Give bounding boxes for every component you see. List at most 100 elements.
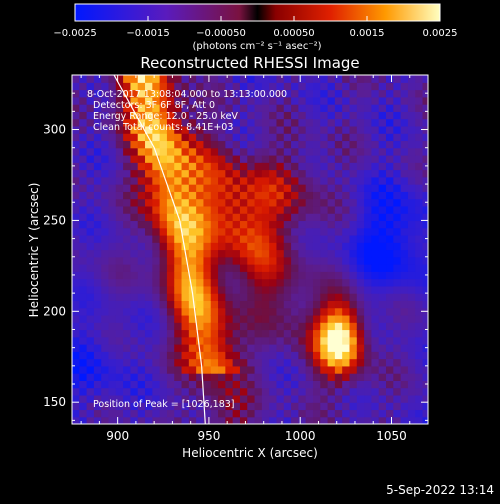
heatmap-cell	[393, 75, 402, 83]
heatmap-cell	[130, 329, 139, 338]
heatmap-cell	[181, 205, 190, 214]
heatmap-cell	[342, 242, 351, 251]
heatmap-cell	[130, 314, 139, 323]
heatmap-cell	[130, 213, 139, 222]
heatmap-cell	[415, 169, 424, 178]
heatmap-cell	[123, 125, 132, 134]
heatmap-cell	[225, 147, 234, 156]
heatmap-cell	[422, 111, 428, 120]
heatmap-cell	[196, 365, 205, 374]
heatmap-cell	[247, 380, 256, 389]
heatmap-cell	[79, 242, 88, 251]
heatmap-cell	[305, 293, 314, 301]
heatmap-cell	[276, 205, 285, 214]
heatmap-cell	[137, 344, 146, 352]
heatmap-cell	[422, 373, 428, 381]
heatmap-cell	[261, 264, 270, 272]
heatmap-cell	[210, 213, 219, 222]
heatmap-cell	[101, 285, 110, 294]
heatmap-cell	[79, 89, 88, 98]
heatmap-cell	[327, 75, 336, 83]
heatmap-cell	[203, 133, 212, 142]
heatmap-cell	[152, 300, 161, 309]
heatmap-cell	[247, 351, 256, 360]
heatmap-cell	[152, 365, 161, 374]
heatmap-cell	[79, 402, 88, 411]
heatmap-cell	[166, 111, 175, 120]
heatmap-cell	[152, 256, 161, 265]
heatmap-cell	[291, 285, 299, 294]
heatmap-cell	[196, 111, 205, 120]
heatmap-cell	[218, 271, 226, 280]
heatmap-cell	[393, 227, 402, 236]
heatmap-cell	[415, 118, 424, 127]
heatmap-cell	[196, 184, 205, 192]
heatmap-cell	[364, 416, 373, 424]
heatmap-cell	[400, 351, 409, 360]
heatmap-cell	[72, 111, 80, 120]
heatmap-cell	[210, 96, 219, 105]
heatmap-cell	[174, 387, 183, 396]
heatmap-cell	[327, 351, 336, 360]
heatmap-cell	[145, 234, 153, 243]
heatmap-cell	[312, 256, 321, 265]
heatmap-cell	[283, 256, 292, 265]
heatmap-cell	[145, 162, 153, 171]
heatmap-cell	[356, 140, 365, 149]
heatmap-cell	[115, 140, 124, 149]
heatmap-cell	[239, 293, 248, 301]
heatmap-cell	[378, 184, 387, 192]
heatmap-cell	[130, 191, 139, 200]
heatmap-cell	[276, 133, 285, 142]
heatmap-cell	[283, 176, 292, 185]
heatmap-cell	[225, 220, 234, 229]
heatmap-cell	[349, 111, 358, 120]
heatmap-cell	[166, 344, 175, 352]
heatmap-cell	[115, 278, 124, 287]
heatmap-cell	[422, 264, 428, 272]
heatmap-cell	[203, 147, 212, 156]
heatmap-cell	[188, 344, 197, 352]
heatmap-cell	[130, 104, 139, 112]
heatmap-cell	[364, 234, 373, 243]
heatmap-cell	[137, 358, 146, 367]
heatmap-cell	[79, 249, 88, 258]
heatmap-cell	[159, 154, 168, 163]
heatmap-cell	[386, 322, 394, 331]
heatmap-cell	[218, 293, 226, 301]
heatmap-cell	[115, 191, 124, 200]
heatmap-cell	[137, 111, 146, 120]
heatmap-cell	[386, 242, 394, 251]
heatmap-cell	[93, 89, 102, 98]
heatmap-cell	[349, 394, 358, 403]
heatmap-cell	[108, 402, 117, 411]
heatmap-cell	[342, 329, 351, 338]
heatmap-cell	[386, 293, 394, 301]
heatmap-cell	[225, 394, 234, 403]
heatmap-cell	[159, 271, 168, 280]
heatmap-cell	[298, 213, 307, 222]
heatmap-cell	[188, 373, 197, 381]
heatmap-cell	[407, 322, 416, 331]
heatmap-cell	[305, 205, 314, 214]
heatmap-cell	[145, 75, 153, 83]
heatmap-cell	[298, 96, 307, 105]
heatmap-cell	[166, 336, 175, 345]
heatmap-cell	[291, 387, 299, 396]
heatmap-cell	[371, 213, 380, 222]
heatmap-cell	[349, 264, 358, 272]
heatmap-cell	[312, 264, 321, 272]
heatmap-cell	[93, 82, 102, 91]
heatmap-cell	[393, 198, 402, 207]
heatmap-cell	[291, 75, 299, 83]
heatmap-cell	[203, 191, 212, 200]
heatmap-cell	[86, 133, 95, 142]
heatmap-cell	[269, 213, 278, 222]
heatmap-cell	[86, 184, 95, 192]
heatmap-cell	[196, 205, 205, 214]
heatmap-cell	[269, 351, 278, 360]
heatmap-cell	[152, 351, 161, 360]
heatmap-cell	[188, 322, 197, 331]
heatmap-cell	[364, 242, 373, 251]
heatmap-cell	[298, 75, 307, 83]
